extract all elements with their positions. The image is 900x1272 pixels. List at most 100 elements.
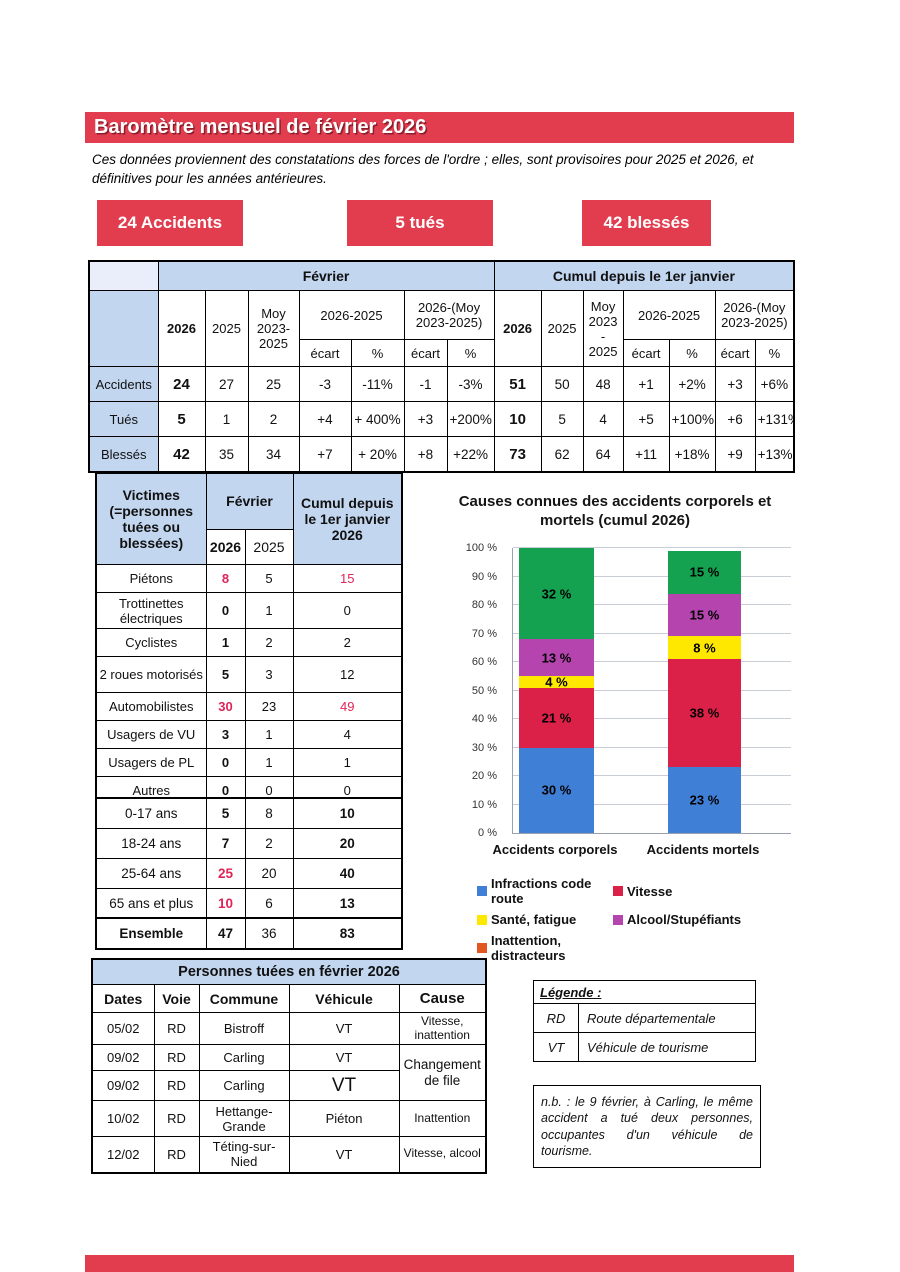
- segment-label: 38 %: [689, 705, 720, 721]
- deaths-title: Personnes tuées en février 2026: [91, 958, 487, 985]
- value-2025: 8: [244, 797, 294, 829]
- value-cumul: 12: [292, 656, 403, 693]
- death-date: 05/02: [91, 1012, 155, 1045]
- victim-category: Trottinettes électriques: [95, 592, 207, 629]
- stat-value: 73: [493, 436, 542, 473]
- ensemble-2026: 47: [205, 917, 246, 950]
- stat-value: +131%: [754, 401, 795, 437]
- legend-item: Inattention, distracteurs: [477, 933, 613, 963]
- col-header: Dates: [91, 984, 155, 1013]
- group-header-fevrier: Février: [157, 260, 495, 291]
- value-2026: 1: [205, 628, 246, 657]
- bar-segment: 15 %: [668, 593, 741, 637]
- legend-label: Vitesse: [627, 883, 673, 899]
- corner-cell: [88, 260, 159, 291]
- death-vehicle: VT: [288, 1012, 400, 1045]
- col-header: 2026-(Moy 2023-2025): [403, 290, 495, 340]
- value-2026: 8: [205, 564, 246, 593]
- value-cumul: 2: [292, 628, 403, 657]
- stat-value: 35: [204, 436, 249, 473]
- stats-row: Blessés 42 35 34 +7 + 20% +8 +22% 73 62 64 +11 +18% +…: [88, 436, 795, 473]
- value-cumul: 13: [292, 888, 403, 920]
- deaths-header-row: Dates Voie Commune Véhicule Cause: [91, 984, 487, 1013]
- month-group-header: Février: [205, 472, 294, 530]
- col-header: 2026-2025: [622, 290, 716, 340]
- stat-value: 2: [247, 401, 300, 437]
- intro-note: Ces données proviennent des constatation…: [92, 152, 754, 186]
- legend-item: Vitesse: [613, 876, 789, 906]
- deaths-title-row: Personnes tuées en février 2026: [91, 958, 487, 985]
- bar-segment: 4 %: [519, 674, 594, 689]
- victim-row: Trottinettes électriques 0 1 0: [95, 592, 403, 629]
- page-title: Baromètre mensuel de février 2026: [94, 116, 427, 138]
- value-cumul: 10: [292, 797, 403, 829]
- y-tick-label: 10 %: [471, 798, 497, 811]
- legend-meaning: Route départementale: [578, 1003, 756, 1033]
- legend-item: Alcool/Stupéfiants: [613, 912, 789, 927]
- stat-value: +8: [403, 436, 448, 473]
- stat-value: +200%: [446, 401, 495, 437]
- segment-label: 15 %: [689, 564, 720, 580]
- death-commune: Hettange-Grande: [198, 1100, 290, 1137]
- col-header: Moy 2023-2025: [247, 290, 300, 367]
- segment-label: 23 %: [689, 792, 720, 808]
- age-table: 0-17 ans 5 8 10 18-24 ans 7 2 20 25-64 ans 25 20 40…: [95, 797, 403, 920]
- death-row: 12/02 RD Téting-sur-Nied VT Vitesse, alcool: [91, 1136, 487, 1173]
- y-tick-label: 90 %: [471, 570, 497, 583]
- death-row: 10/02 RD Hettange-Grande Piéton Inattention: [91, 1100, 487, 1137]
- stat-value: + 20%: [350, 436, 405, 473]
- bar-segment: 23 %: [668, 767, 741, 833]
- col-header: 2026: [157, 290, 206, 367]
- y-tick-label: 30 %: [471, 741, 497, 754]
- death-date: 12/02: [91, 1136, 155, 1173]
- col-header: %: [350, 339, 405, 367]
- legend-code: RD: [533, 1003, 579, 1033]
- corner-cell: [88, 290, 159, 367]
- death-vehicle: VT: [288, 1044, 400, 1071]
- gridline: [513, 632, 791, 634]
- value-2025: 20: [244, 858, 294, 889]
- stat-value: +1: [622, 366, 670, 402]
- col-header: 2026: [493, 290, 542, 367]
- row-label: Blessés: [88, 436, 159, 473]
- value-2026: 10: [205, 888, 246, 920]
- col-header: %: [668, 339, 716, 367]
- death-vehicle: VT: [288, 1136, 400, 1173]
- bar-segment: 21 %: [519, 687, 594, 748]
- year-header: 2025: [244, 528, 294, 566]
- y-tick-label: 60 %: [471, 656, 497, 668]
- stat-value: -3%: [446, 366, 495, 402]
- death-cause: Changement de file: [398, 1044, 487, 1101]
- stat-value: +22%: [446, 436, 495, 473]
- victim-row: Usagers de VU 3 1 4: [95, 720, 403, 749]
- gridline: [513, 604, 791, 605]
- value-2026: 30: [205, 692, 246, 721]
- value-cumul: 4: [292, 720, 403, 749]
- chart-legend: Infractions code route Vitesse Santé, fati…: [477, 876, 789, 963]
- stat-value: +7: [298, 436, 352, 473]
- victim-row: Usagers de PL 0 1 1: [95, 748, 403, 777]
- gridline: [513, 689, 791, 691]
- gridline: [513, 575, 791, 577]
- segment-label: 30 %: [541, 782, 572, 798]
- stat-value: -11%: [350, 366, 405, 402]
- value-2025: 6: [244, 888, 294, 920]
- stat-value: 5: [157, 401, 206, 437]
- group-header-row: Février Cumul depuis le 1er janvier: [88, 260, 795, 291]
- cumul-header: Cumul depuis le 1er janvier 2026: [292, 472, 403, 565]
- segment-label: 13 %: [541, 650, 572, 666]
- col-header: 2026-2025: [298, 290, 405, 340]
- stat-value: +3: [714, 366, 756, 402]
- col-header: Moy 2023 - 2025: [582, 290, 624, 367]
- death-date: 09/02: [91, 1070, 155, 1101]
- segment-label: 15 %: [689, 607, 720, 623]
- col-header: %: [446, 339, 495, 367]
- bottom-banner: [85, 1255, 794, 1272]
- value-2025: 1: [244, 748, 294, 777]
- stat-value: 64: [582, 436, 624, 473]
- bar-segment: 38 %: [668, 659, 741, 768]
- group-header-cumul: Cumul depuis le 1er janvier: [493, 260, 795, 291]
- stat-value: +13%: [754, 436, 795, 473]
- death-cause: Inattention: [398, 1100, 487, 1137]
- legend-title-row: Légende :: [533, 980, 756, 1004]
